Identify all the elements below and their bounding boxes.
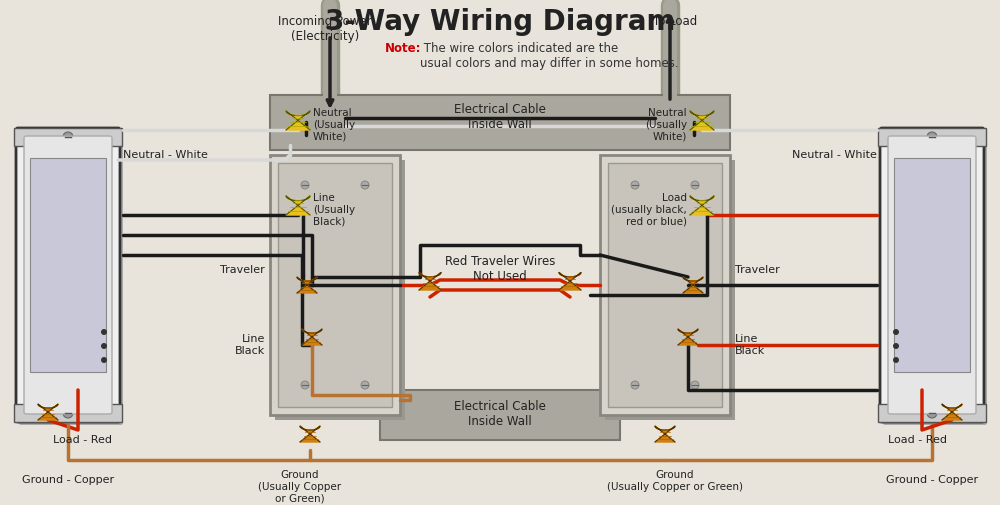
FancyBboxPatch shape [880, 128, 984, 422]
Circle shape [691, 181, 699, 189]
Bar [878, 128, 986, 146]
Polygon shape [302, 329, 322, 345]
Polygon shape [655, 426, 675, 442]
Polygon shape [38, 404, 58, 420]
Polygon shape [300, 426, 320, 442]
Circle shape [691, 381, 699, 389]
Text: Incoming Power
(Electricity): Incoming Power (Electricity) [278, 15, 372, 43]
Text: Ground - Copper: Ground - Copper [22, 475, 114, 485]
Text: Traveler: Traveler [735, 265, 780, 275]
Bar [270, 95, 730, 150]
Bar [608, 163, 722, 407]
Circle shape [893, 343, 899, 349]
Bar [894, 158, 970, 372]
Text: Electrical Cable
Inside Wall: Electrical Cable Inside Wall [454, 400, 546, 428]
Circle shape [361, 381, 369, 389]
Circle shape [301, 181, 309, 189]
Text: Line
(Usually
Black): Line (Usually Black) [313, 193, 355, 227]
Text: Neutral
(Usually
White): Neutral (Usually White) [645, 109, 687, 141]
Polygon shape [690, 111, 714, 130]
Text: Ground - Copper: Ground - Copper [886, 475, 978, 485]
Circle shape [301, 381, 309, 389]
Bar [878, 404, 986, 422]
Bar [30, 158, 106, 372]
Polygon shape [683, 277, 703, 293]
Bar [605, 160, 735, 420]
Text: Line
Black: Line Black [735, 334, 765, 356]
Circle shape [927, 408, 937, 418]
FancyBboxPatch shape [883, 131, 987, 425]
Text: Line
Black: Line Black [235, 334, 265, 356]
FancyBboxPatch shape [16, 128, 120, 422]
Circle shape [361, 181, 369, 189]
Circle shape [631, 181, 639, 189]
Circle shape [927, 132, 937, 142]
Circle shape [893, 357, 899, 363]
Text: Ground
(Usually Copper or Green): Ground (Usually Copper or Green) [607, 470, 743, 491]
Text: Load - Red: Load - Red [888, 435, 947, 445]
Text: Note:: Note: [385, 42, 422, 55]
Circle shape [893, 329, 899, 335]
Bar [14, 404, 122, 422]
Circle shape [101, 329, 107, 335]
Text: Load - Red: Load - Red [53, 435, 112, 445]
Polygon shape [678, 329, 698, 345]
Circle shape [631, 381, 639, 389]
Text: To Load: To Load [653, 15, 697, 28]
Bar [270, 155, 400, 415]
Text: 3-Way Wiring Diagram: 3-Way Wiring Diagram [325, 8, 675, 36]
Bar [275, 160, 405, 420]
Polygon shape [559, 272, 581, 290]
Polygon shape [286, 196, 310, 215]
Text: Neutral - White: Neutral - White [123, 150, 208, 160]
Polygon shape [297, 277, 317, 293]
Polygon shape [942, 404, 962, 420]
Circle shape [101, 357, 107, 363]
Text: Ground
(Usually Copper
or Green): Ground (Usually Copper or Green) [258, 470, 342, 503]
Bar [14, 128, 122, 146]
Text: Red Traveler Wires
Not Used: Red Traveler Wires Not Used [445, 255, 555, 283]
FancyBboxPatch shape [19, 131, 123, 425]
Polygon shape [286, 111, 310, 130]
Bar [278, 163, 392, 407]
Circle shape [63, 408, 73, 418]
Circle shape [63, 132, 73, 142]
FancyBboxPatch shape [888, 136, 976, 414]
Text: Traveler: Traveler [220, 265, 265, 275]
Text: The wire colors indicated are the
usual colors and may differ in some homes.: The wire colors indicated are the usual … [420, 42, 679, 70]
Text: Electrical Cable
Inside Wall: Electrical Cable Inside Wall [454, 103, 546, 131]
Text: Load
(usually black,
red or blue): Load (usually black, red or blue) [611, 193, 687, 227]
Text: Neutral - White: Neutral - White [792, 150, 877, 160]
Bar [600, 155, 730, 415]
FancyBboxPatch shape [24, 136, 112, 414]
Circle shape [101, 343, 107, 349]
Polygon shape [419, 272, 441, 290]
Bar [380, 390, 620, 440]
Polygon shape [690, 196, 714, 215]
Text: Neutral
(Usually
White): Neutral (Usually White) [313, 109, 355, 141]
